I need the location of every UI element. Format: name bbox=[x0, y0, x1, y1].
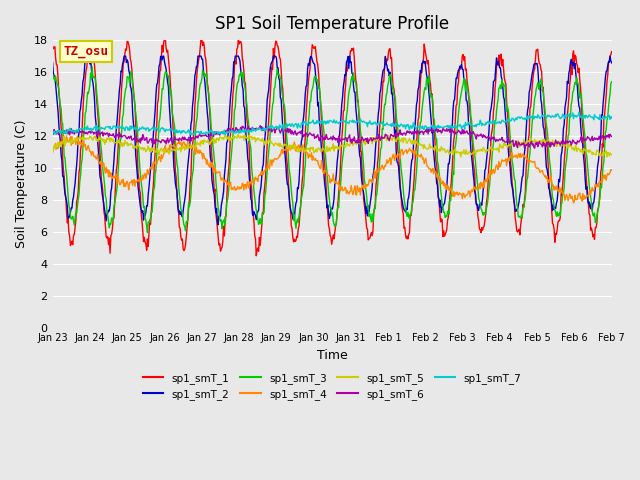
sp1_smT_6 bbox=[59, 129, 67, 134]
sp1_smT_6 bbox=[401, 131, 408, 136]
sp1_smT_3 bbox=[117, 135, 125, 141]
sp1_smT_7 bbox=[49, 130, 56, 136]
sp1_smT_1 bbox=[49, 44, 56, 49]
sp1_smT_3 bbox=[143, 229, 151, 235]
X-axis label: Time: Time bbox=[317, 349, 348, 362]
Line: sp1_smT_6: sp1_smT_6 bbox=[52, 126, 612, 148]
sp1_smT_5 bbox=[608, 152, 616, 158]
sp1_smT_1 bbox=[608, 49, 616, 55]
sp1_smT_4 bbox=[570, 200, 577, 206]
sp1_smT_7 bbox=[116, 125, 124, 131]
sp1_smT_5 bbox=[234, 132, 242, 137]
sp1_smT_2 bbox=[83, 53, 91, 59]
sp1_smT_4 bbox=[49, 150, 56, 156]
sp1_smT_6 bbox=[256, 123, 264, 129]
sp1_smT_1 bbox=[174, 198, 182, 204]
sp1_smT_4 bbox=[117, 180, 125, 185]
Line: sp1_smT_2: sp1_smT_2 bbox=[52, 56, 612, 225]
sp1_smT_7 bbox=[417, 124, 425, 130]
sp1_smT_4 bbox=[608, 167, 616, 173]
sp1_smT_5 bbox=[417, 143, 425, 148]
Line: sp1_smT_3: sp1_smT_3 bbox=[52, 67, 612, 232]
sp1_smT_7 bbox=[401, 123, 408, 129]
sp1_smT_7 bbox=[59, 129, 67, 134]
sp1_smT_3 bbox=[59, 120, 67, 126]
sp1_smT_2 bbox=[174, 204, 182, 210]
Line: sp1_smT_7: sp1_smT_7 bbox=[52, 112, 612, 135]
Title: SP1 Soil Temperature Profile: SP1 Soil Temperature Profile bbox=[215, 15, 449, 33]
sp1_smT_2 bbox=[608, 60, 616, 66]
sp1_smT_2 bbox=[117, 68, 125, 74]
sp1_smT_3 bbox=[418, 107, 426, 113]
sp1_smT_4 bbox=[174, 140, 182, 146]
sp1_smT_3 bbox=[49, 77, 56, 83]
sp1_smT_6 bbox=[417, 129, 425, 135]
sp1_smT_1 bbox=[116, 107, 124, 112]
sp1_smT_2 bbox=[49, 60, 56, 65]
sp1_smT_2 bbox=[214, 222, 222, 228]
Line: sp1_smT_1: sp1_smT_1 bbox=[52, 38, 612, 256]
sp1_smT_7 bbox=[575, 109, 583, 115]
sp1_smT_5 bbox=[203, 139, 211, 144]
Text: TZ_osu: TZ_osu bbox=[64, 45, 109, 58]
sp1_smT_6 bbox=[521, 145, 529, 151]
sp1_smT_7 bbox=[173, 130, 180, 135]
sp1_smT_1 bbox=[204, 80, 211, 85]
sp1_smT_5 bbox=[173, 145, 180, 151]
sp1_smT_3 bbox=[204, 88, 212, 94]
sp1_smT_7 bbox=[608, 115, 616, 121]
sp1_smT_3 bbox=[402, 205, 410, 211]
Y-axis label: Soil Temperature (C): Soil Temperature (C) bbox=[15, 120, 28, 249]
sp1_smT_3 bbox=[88, 64, 96, 70]
sp1_smT_2 bbox=[59, 173, 67, 179]
sp1_smT_7 bbox=[204, 131, 211, 137]
sp1_smT_1 bbox=[161, 35, 169, 41]
sp1_smT_5 bbox=[59, 140, 67, 145]
sp1_smT_7 bbox=[187, 132, 195, 138]
sp1_smT_1 bbox=[252, 253, 260, 259]
sp1_smT_6 bbox=[608, 133, 616, 139]
sp1_smT_1 bbox=[402, 232, 410, 238]
sp1_smT_1 bbox=[418, 70, 426, 75]
sp1_smT_6 bbox=[173, 136, 180, 142]
Legend: sp1_smT_1, sp1_smT_2, sp1_smT_3, sp1_smT_4, sp1_smT_5, sp1_smT_6, sp1_smT_7: sp1_smT_1, sp1_smT_2, sp1_smT_3, sp1_smT… bbox=[138, 369, 525, 404]
sp1_smT_5 bbox=[401, 137, 408, 143]
sp1_smT_5 bbox=[49, 146, 56, 152]
sp1_smT_5 bbox=[457, 154, 465, 160]
sp1_smT_6 bbox=[116, 133, 124, 139]
sp1_smT_2 bbox=[204, 109, 211, 115]
sp1_smT_5 bbox=[116, 141, 124, 146]
sp1_smT_3 bbox=[608, 79, 616, 84]
sp1_smT_6 bbox=[49, 132, 56, 137]
sp1_smT_3 bbox=[175, 181, 182, 187]
Line: sp1_smT_4: sp1_smT_4 bbox=[52, 136, 612, 203]
sp1_smT_6 bbox=[203, 133, 211, 139]
sp1_smT_2 bbox=[402, 209, 410, 215]
sp1_smT_4 bbox=[401, 149, 408, 155]
sp1_smT_4 bbox=[59, 139, 67, 145]
sp1_smT_4 bbox=[63, 133, 70, 139]
sp1_smT_1 bbox=[59, 155, 67, 161]
sp1_smT_2 bbox=[418, 60, 426, 66]
sp1_smT_4 bbox=[417, 151, 425, 157]
sp1_smT_4 bbox=[204, 157, 211, 163]
Line: sp1_smT_5: sp1_smT_5 bbox=[52, 134, 612, 157]
